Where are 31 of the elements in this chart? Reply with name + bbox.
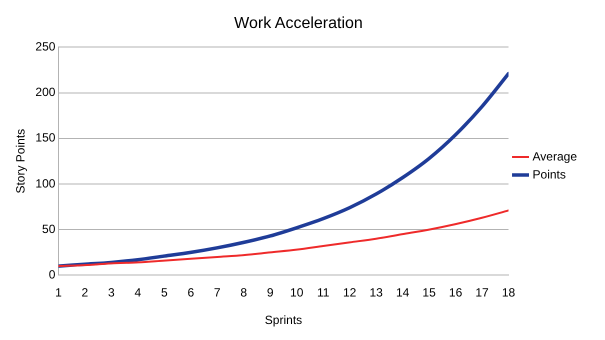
x-axis-title: Sprints	[264, 313, 302, 328]
x-tick-label: 7	[214, 286, 221, 300]
x-tick-label: 6	[187, 286, 194, 300]
x-tick-label: 18	[502, 286, 516, 300]
y-tick-label: 250	[35, 40, 56, 54]
y-tick-label: 200	[35, 85, 56, 100]
x-tick-label: 8	[240, 286, 248, 300]
x-tick-label: 12	[342, 286, 357, 300]
line-series	[58, 72, 509, 268]
x-tick-label: 2	[82, 286, 89, 300]
legend-label: Average	[532, 149, 578, 164]
y-tick-label: 0	[48, 268, 56, 282]
x-tick-label: 14	[396, 286, 410, 300]
x-tick-label: 3	[108, 286, 116, 300]
x-tick-label: 11	[316, 286, 330, 300]
x-tick-label: 13	[369, 286, 384, 300]
chart-title: Work Acceleration	[234, 15, 363, 32]
x-tick-label: 1	[55, 286, 62, 300]
x-tick-label: 16	[448, 286, 463, 300]
x-tick-label: 15	[422, 286, 436, 300]
y-tick-label: 100	[35, 176, 56, 190]
x-tick-label: 9	[266, 286, 274, 300]
y-axis-title: Story Points	[14, 128, 28, 194]
legend-label: Points	[532, 167, 566, 182]
y-tick-label: 50	[42, 222, 56, 236]
line-series	[58, 209, 509, 268]
x-tick-label: 5	[160, 286, 168, 300]
x-tick-label: 17	[475, 286, 490, 300]
x-tick-label: 4	[134, 286, 142, 300]
y-tick-label: 150	[35, 130, 56, 145]
x-tick-label: 10	[290, 286, 304, 300]
